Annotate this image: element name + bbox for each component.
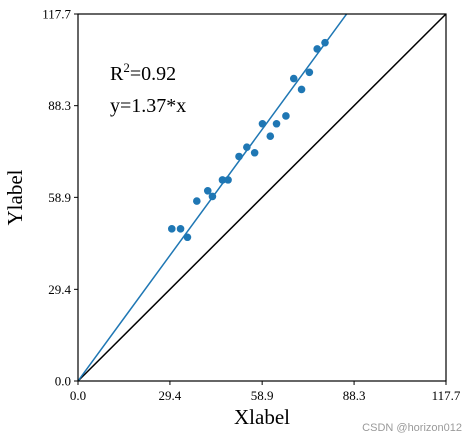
data-point — [305, 68, 314, 77]
data-point — [250, 148, 259, 157]
x-tick-label: 58.9 — [251, 388, 274, 403]
data-point — [218, 176, 227, 184]
equation-annotation: y=1.37*x — [110, 95, 186, 117]
y-tick-label: 58.9 — [48, 190, 71, 205]
data-point — [193, 197, 201, 205]
x-tick-label: 0.0 — [70, 388, 86, 403]
x-tick-label: 29.4 — [159, 388, 182, 403]
reference-line — [78, 14, 446, 381]
data-point — [224, 176, 232, 184]
x-tick-label: 88.3 — [343, 388, 366, 403]
y-tick-label: 117.7 — [42, 7, 71, 22]
data-point — [321, 38, 329, 47]
data-point — [183, 233, 192, 242]
r2-prefix: R — [110, 63, 124, 85]
y-axis-label: Ylabel — [3, 169, 27, 225]
data-point — [167, 225, 176, 233]
data-point — [203, 186, 212, 195]
data-point — [313, 45, 321, 53]
data-point — [297, 85, 306, 94]
plot-layer — [78, 14, 446, 381]
r-squared-annotation: R2=0.92 — [110, 60, 176, 85]
data-point — [208, 192, 217, 201]
x-tick-label: 117.7 — [432, 388, 461, 403]
fit-line — [78, 14, 348, 381]
watermark-text: CSDN @horizon012 — [362, 422, 462, 434]
x-axis-label: Xlabel — [234, 405, 290, 429]
data-point — [282, 112, 290, 120]
data-point — [243, 143, 251, 151]
data-point — [272, 119, 281, 128]
r2-value: =0.92 — [130, 63, 176, 85]
y-tick-label: 88.3 — [48, 98, 71, 113]
data-point — [266, 132, 275, 141]
y-tick-label: 29.4 — [48, 282, 71, 297]
r2-superscript: 2 — [123, 60, 130, 75]
data-point — [235, 152, 243, 161]
data-point — [289, 74, 298, 83]
data-point — [258, 119, 267, 128]
y-tick-label: 0.0 — [55, 374, 71, 389]
data-point — [176, 225, 185, 233]
ticks-layer: 0.0 29.4 58.9 88.3 117.7 0.0 29.4 58.9 88.3 117.7 — [42, 7, 461, 404]
